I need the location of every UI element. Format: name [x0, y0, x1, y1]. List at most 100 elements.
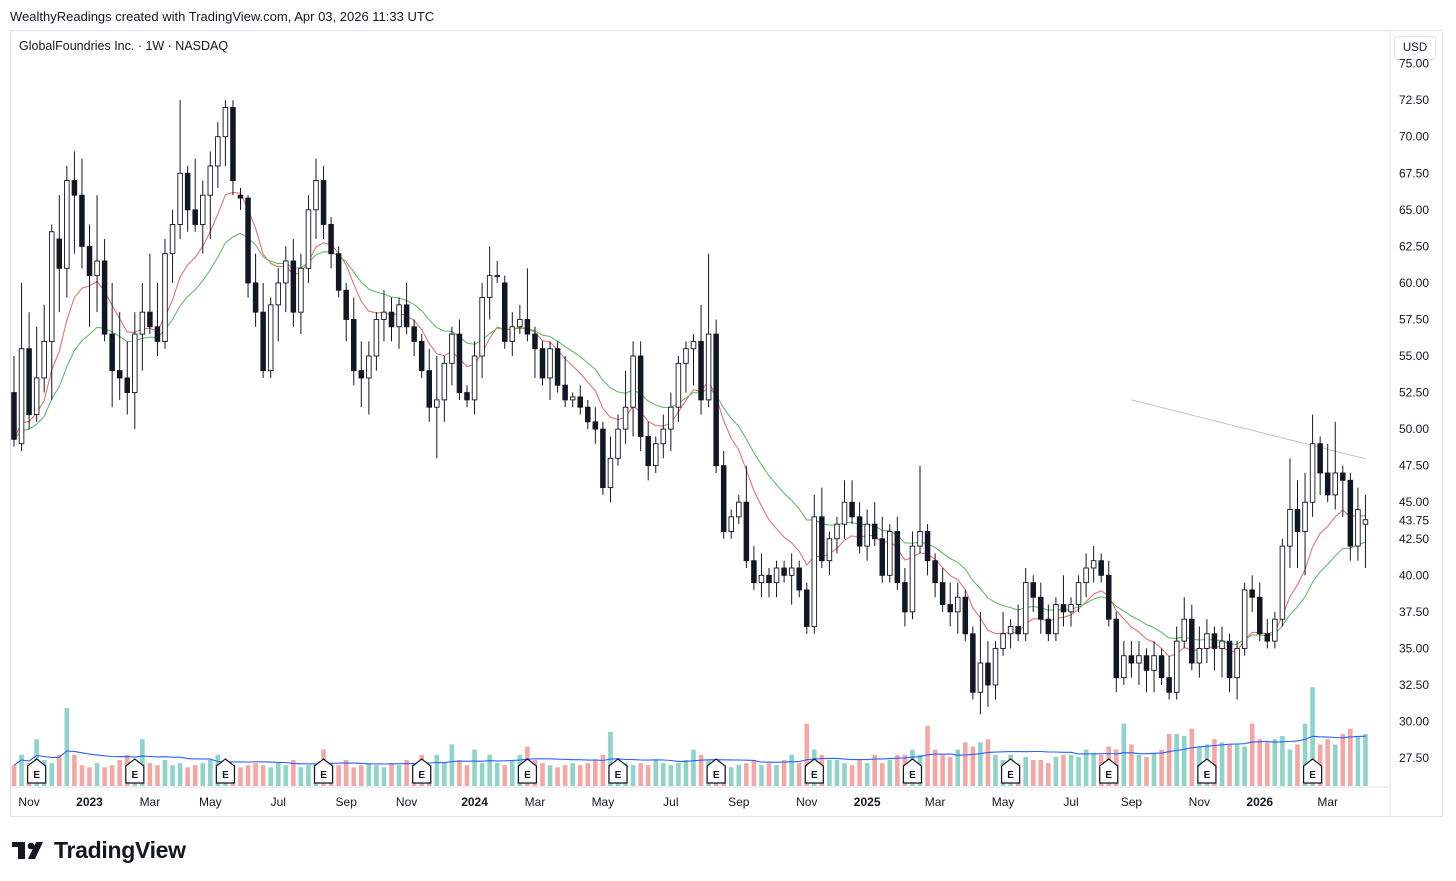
candle	[328, 217, 334, 269]
volume-bar	[668, 765, 674, 786]
volume-bar	[570, 763, 575, 786]
earnings-marker[interactable]: E	[125, 758, 145, 784]
earnings-marker[interactable]: E	[1099, 758, 1119, 784]
candle	[532, 326, 538, 378]
earnings-marker[interactable]: E	[1197, 758, 1217, 784]
earnings-marker[interactable]: E	[517, 758, 537, 784]
earnings-icon	[517, 758, 537, 784]
earnings-marker[interactable]: E	[1001, 758, 1021, 784]
candle	[298, 253, 304, 335]
time-tick-label: Jul	[1063, 795, 1078, 809]
volume-bar	[1363, 734, 1368, 786]
chart-pane[interactable]	[10, 30, 1443, 817]
candle-body	[298, 267, 304, 313]
candle-body	[335, 253, 342, 291]
candle-body	[411, 326, 417, 342]
candle	[207, 151, 214, 240]
candle	[502, 275, 508, 349]
candle	[1022, 568, 1029, 642]
earnings-marker[interactable]: E	[215, 758, 235, 784]
candle-body	[449, 333, 455, 364]
candle	[977, 611, 984, 715]
candle-body	[690, 340, 697, 350]
candle	[1234, 641, 1240, 700]
volume-bar	[359, 765, 364, 786]
currency-button[interactable]: USD	[1394, 36, 1436, 60]
candle-body	[426, 370, 433, 408]
earnings-label: E	[131, 770, 138, 781]
volume-bar	[849, 765, 855, 786]
candle-body	[207, 165, 214, 196]
earnings-label: E	[713, 770, 720, 781]
volume-bar	[728, 767, 734, 786]
candle	[1249, 575, 1255, 612]
candle	[758, 553, 765, 598]
candle-body	[1189, 618, 1195, 664]
volume-bar	[1302, 723, 1308, 786]
candle	[441, 356, 448, 422]
candle	[26, 312, 32, 430]
candle-body	[215, 136, 221, 167]
candle-body	[592, 421, 599, 430]
volume-bar	[585, 763, 591, 786]
candle	[894, 516, 901, 590]
candle	[947, 582, 953, 627]
earnings-marker[interactable]: E	[313, 758, 334, 784]
candle	[1362, 494, 1369, 569]
earnings-marker[interactable]: E	[1303, 758, 1323, 784]
volume-bar	[842, 763, 847, 786]
candle-body	[79, 194, 85, 247]
volume-bar	[19, 754, 24, 786]
ma-mid-line	[13, 232, 1366, 645]
candle	[426, 348, 433, 422]
time-axis[interactable]: Nov 2023 Mar May Jul Sep Nov 2024 Mar May Jul Sep No…	[10, 786, 1390, 809]
candle	[486, 246, 493, 320]
candle-body	[1173, 640, 1180, 693]
volume-bar	[1265, 742, 1270, 786]
candle-body	[33, 377, 40, 415]
candle	[622, 370, 629, 444]
earnings-marker[interactable]: E	[412, 758, 432, 784]
earnings-marker[interactable]: E	[27, 758, 47, 784]
volume-bar	[1136, 754, 1142, 786]
candle	[230, 100, 236, 196]
candle	[879, 516, 886, 583]
candle-body	[1075, 582, 1082, 606]
candle	[456, 319, 463, 400]
volume-bar	[140, 739, 145, 786]
earnings-label: E	[1007, 770, 1014, 781]
candle	[683, 341, 689, 393]
candle-body	[471, 355, 478, 401]
volume-bar	[547, 765, 553, 786]
volume-bar	[789, 754, 794, 786]
symbol-title[interactable]: GlobalFoundries Inc. · 1W · NASDAQ	[19, 39, 229, 53]
time-tick-label: 2023	[76, 795, 103, 809]
candle-body	[864, 523, 870, 547]
candle	[1302, 472, 1308, 576]
candle	[524, 268, 531, 342]
candle-body	[554, 348, 561, 386]
candle-body	[1136, 655, 1142, 664]
time-tick-label: Nov	[18, 795, 39, 809]
tradingview-logo[interactable]: TradingView	[12, 836, 186, 864]
earnings-marker[interactable]: E	[902, 758, 923, 784]
candle	[305, 195, 312, 283]
volume-bar	[472, 749, 477, 786]
candle	[109, 282, 115, 408]
volume-bar	[1151, 752, 1157, 786]
volume-bar	[102, 767, 107, 786]
candle-body	[1007, 626, 1014, 635]
candle	[1068, 597, 1074, 627]
earnings-marker[interactable]: E	[804, 758, 824, 784]
candle-body	[1143, 655, 1150, 671]
price-axis[interactable]: 27.50 30.00 32.50 35.00 37.50 40.00 42.50 45.00…	[1389, 30, 1429, 817]
earnings-marker[interactable]: E	[706, 758, 726, 784]
volume-bar	[442, 763, 447, 786]
earnings-icon	[1001, 758, 1021, 784]
candle-body	[305, 209, 312, 269]
earnings-marker[interactable]: E	[608, 758, 628, 784]
candle-body	[622, 406, 629, 430]
candle	[1279, 538, 1286, 627]
